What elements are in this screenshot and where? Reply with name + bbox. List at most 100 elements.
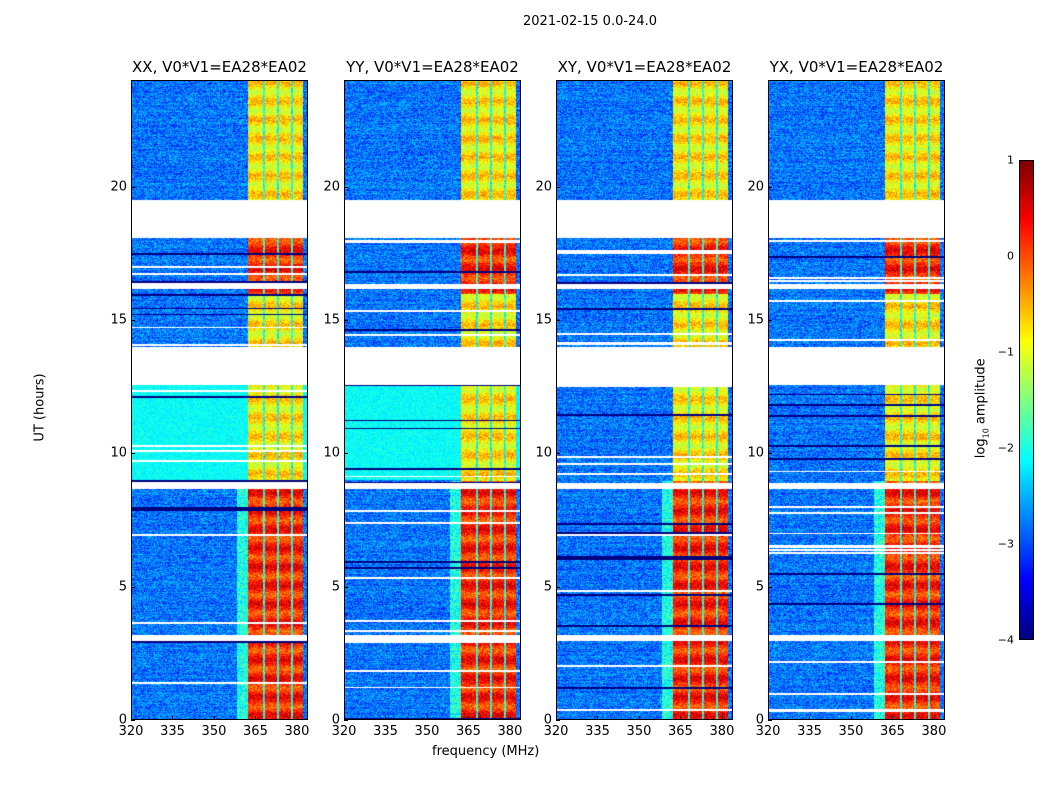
y-tick-mark: [556, 320, 560, 321]
x-tick-label: 365: [668, 724, 693, 739]
x-tick-label: 380: [284, 724, 310, 739]
x-tick-label: 350: [838, 724, 864, 739]
panel-yx: YX, V0*V1=EA28*EA02 0 5 10 15 20 320 335 350 365 3…: [747, 58, 946, 739]
x-tick-label: 335: [585, 724, 610, 739]
y-tick-mark: [768, 586, 772, 588]
x-tick-mark: [556, 716, 557, 720]
y-tick-label: 0: [755, 712, 764, 728]
panel-xx: XX, V0*V1=EA28*EA02 0 5 10 15 20 320 335 350 365 3…: [110, 58, 309, 739]
y-tick-mark: [344, 186, 348, 188]
spectrogram-yy: [344, 80, 521, 720]
y-tick-label: 15: [323, 312, 340, 328]
y-tick-label: 15: [535, 312, 552, 328]
y-tick-label: 20: [323, 179, 340, 195]
y-tick-mark: [556, 186, 560, 188]
plot-frame: [556, 80, 733, 720]
colorbar-tick-label: −4: [997, 633, 1014, 647]
panel-title: YY, V0*V1=EA28*EA02: [346, 58, 519, 76]
colorbar-tick-label: −2: [997, 441, 1014, 455]
panel-title: XY, V0*V1=EA28*EA02: [557, 58, 732, 76]
figure-title: 2021-02-15 0.0-24.0: [523, 14, 657, 29]
x-tick-mark: [933, 716, 935, 720]
y-tick-label: 0: [331, 712, 340, 728]
x-tick-label: 350: [201, 724, 227, 739]
y-tick-mark: [768, 186, 772, 188]
panel-xy: XY, V0*V1=EA28*EA02 0 5 10 15 20 320 335 350 365 3…: [535, 58, 734, 739]
y-tick-label: 5: [543, 579, 552, 595]
x-tick-mark: [892, 716, 894, 720]
spectrogram-yx: [768, 80, 945, 720]
x-tick-label: 380: [921, 724, 947, 739]
y-tick-mark: [556, 586, 560, 588]
x-tick-label: 335: [160, 724, 185, 739]
x-tick-label: 350: [414, 724, 440, 739]
x-tick-label: 350: [626, 724, 652, 739]
y-tick-mark: [556, 453, 560, 455]
x-tick-mark: [344, 716, 345, 720]
x-tick-label: 320: [118, 724, 144, 739]
y-tick-mark: [556, 720, 560, 721]
x-tick-mark: [768, 716, 769, 720]
x-tick-mark: [385, 716, 387, 720]
y-tick-label: 10: [747, 445, 764, 461]
y-tick-mark: [768, 720, 772, 721]
y-tick-label: 0: [118, 712, 127, 728]
x-tick-mark: [509, 716, 511, 720]
y-tick-label: 5: [118, 579, 127, 595]
x-tick-mark: [850, 716, 852, 720]
y-tick-mark: [768, 320, 772, 321]
panel-yy: YY, V0*V1=EA28*EA02 0 5 10 15 20 320 335 350 365 3…: [323, 58, 522, 739]
colorbar-tick-label: −3: [997, 537, 1014, 551]
x-tick-mark: [809, 716, 811, 720]
y-tick-label: 20: [747, 179, 764, 195]
y-tick-label: 10: [110, 445, 127, 461]
y-tick-label: 20: [535, 179, 552, 195]
x-tick-mark: [597, 716, 599, 720]
x-tick-mark: [680, 716, 682, 720]
panel-title: YX, V0*V1=EA28*EA02: [769, 58, 944, 76]
colorbar-tick-label: 1: [1007, 153, 1014, 167]
y-tick-label: 5: [331, 579, 340, 595]
x-tick-mark: [255, 716, 257, 720]
colorbar-label: log10 amplitude: [973, 358, 991, 459]
x-tick-mark: [172, 716, 174, 720]
plot-frame: [768, 80, 945, 720]
x-tick-label: 365: [243, 724, 268, 739]
plot-frame: [344, 80, 521, 720]
y-tick-label: 0: [543, 712, 552, 728]
colorbar: [1019, 160, 1034, 640]
spectrogram-xx: [131, 80, 308, 720]
y-tick-mark: [131, 186, 135, 188]
y-tick-mark: [344, 320, 348, 321]
y-tick-label: 10: [535, 445, 552, 461]
y-tick-mark: [344, 720, 348, 721]
y-tick-mark: [344, 586, 348, 588]
panel-title: XX, V0*V1=EA28*EA02: [132, 58, 307, 76]
x-tick-mark: [468, 716, 470, 720]
spectrogram-xy: [556, 80, 733, 720]
x-tick-label: 320: [331, 724, 357, 739]
x-tick-mark: [296, 716, 298, 720]
y-tick-label: 5: [755, 579, 764, 595]
x-tick-label: 320: [755, 724, 781, 739]
y-tick-mark: [344, 453, 348, 455]
y-tick-mark: [131, 320, 135, 321]
x-tick-label: 335: [373, 724, 398, 739]
x-tick-label: 380: [497, 724, 523, 739]
x-tick-label: 335: [797, 724, 822, 739]
x-tick-mark: [638, 716, 640, 720]
y-tick-mark: [131, 453, 135, 455]
y-tick-label: 10: [323, 445, 340, 461]
x-tick-mark: [213, 716, 215, 720]
y-tick-mark: [131, 586, 135, 588]
y-axis-label: UT (hours): [32, 373, 48, 442]
y-tick-label: 15: [110, 312, 127, 328]
x-axis-label: frequency (MHz): [432, 744, 540, 759]
x-tick-mark: [131, 716, 132, 720]
colorbar-tick-label: 0: [1007, 249, 1014, 263]
y-tick-label: 20: [110, 179, 127, 195]
y-tick-mark: [768, 453, 772, 455]
x-tick-mark: [426, 716, 428, 720]
x-tick-label: 380: [709, 724, 735, 739]
